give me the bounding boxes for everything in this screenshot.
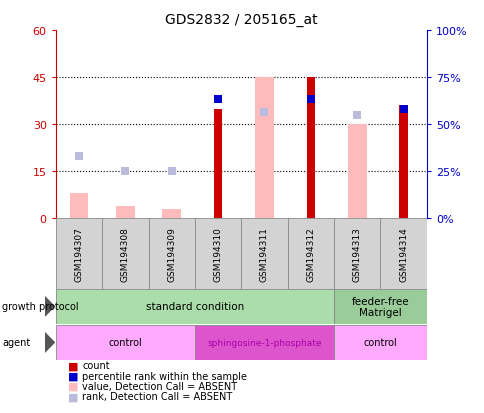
Text: standard condition: standard condition	[146, 301, 243, 312]
Text: GSM194314: GSM194314	[398, 227, 407, 281]
Bar	[333, 289, 426, 324]
Text: ■: ■	[68, 361, 78, 370]
Bar	[70, 194, 88, 219]
Text: GSM194312: GSM194312	[306, 227, 315, 281]
Text: agent: agent	[2, 337, 30, 348]
Point	[214, 97, 222, 103]
Bar	[333, 325, 426, 360]
Text: ■: ■	[68, 381, 78, 391]
Bar	[255, 78, 273, 219]
Bar	[56, 325, 195, 360]
Point	[399, 106, 407, 113]
Point	[260, 109, 268, 116]
Text: feeder-free
Matrigel: feeder-free Matrigel	[351, 296, 408, 318]
Point	[353, 112, 361, 119]
Text: GSM194308: GSM194308	[121, 227, 130, 281]
Bar	[399, 106, 407, 219]
Text: control: control	[363, 337, 396, 348]
Text: count: count	[82, 361, 110, 370]
Text: GSM194313: GSM194313	[352, 227, 361, 281]
Text: value, Detection Call = ABSENT: value, Detection Call = ABSENT	[82, 381, 237, 391]
Text: GSM194310: GSM194310	[213, 227, 222, 281]
Bar	[347, 125, 366, 219]
Text: growth protocol: growth protocol	[2, 301, 79, 312]
Bar	[148, 219, 195, 289]
Title: GDS2832 / 205165_at: GDS2832 / 205165_at	[165, 13, 317, 27]
Bar	[162, 209, 181, 219]
Bar	[116, 206, 135, 219]
Bar	[102, 219, 148, 289]
Point	[121, 169, 129, 175]
Bar	[195, 325, 333, 360]
Bar	[287, 219, 333, 289]
Bar	[333, 219, 379, 289]
Text: ■: ■	[68, 371, 78, 381]
Bar	[379, 219, 426, 289]
Text: percentile rank within the sample: percentile rank within the sample	[82, 371, 247, 381]
Text: rank, Detection Call = ABSENT: rank, Detection Call = ABSENT	[82, 392, 232, 401]
Bar	[241, 219, 287, 289]
Bar	[195, 219, 241, 289]
Point	[75, 153, 83, 159]
Text: GSM194309: GSM194309	[167, 227, 176, 281]
Polygon shape	[45, 332, 55, 354]
Bar	[56, 289, 333, 324]
Text: sphingosine-1-phosphate: sphingosine-1-phosphate	[207, 338, 321, 347]
Text: GSM194307: GSM194307	[75, 227, 83, 281]
Point	[167, 169, 175, 175]
Bar	[306, 78, 315, 219]
Text: control: control	[108, 337, 142, 348]
Text: GSM194311: GSM194311	[259, 227, 269, 281]
Polygon shape	[45, 296, 55, 318]
Text: ■: ■	[68, 392, 78, 401]
Bar	[213, 109, 222, 219]
Point	[306, 97, 314, 103]
Bar	[56, 219, 102, 289]
